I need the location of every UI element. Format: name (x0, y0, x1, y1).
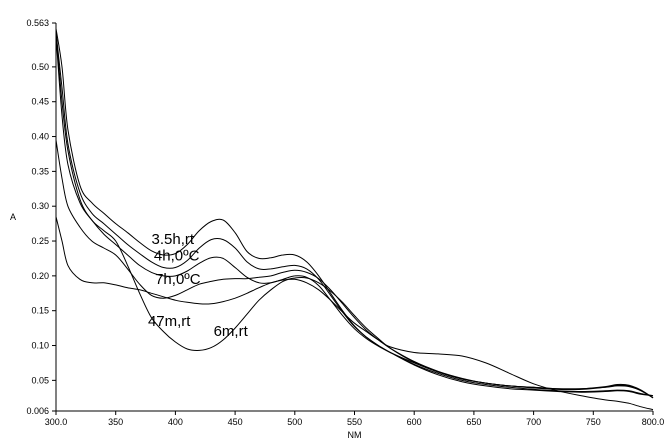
spectrum-line-5 (55, 32, 654, 399)
axes (55, 23, 653, 412)
y-tick-label: 0.20 (31, 271, 49, 281)
y-axis-title: A (10, 212, 16, 222)
x-tick-label: 500 (287, 417, 302, 427)
y-tick-label: 0.05 (31, 375, 49, 385)
x-tick-label: 550 (347, 417, 362, 427)
x-tick-label: 450 (228, 417, 243, 427)
y-tick-label: 0.40 (31, 132, 49, 142)
y-tick-label: 0.006 (26, 406, 49, 416)
y-tick-label: 0.563 (26, 18, 49, 28)
spectrum-line-3 (55, 35, 654, 399)
x-tick-label: 600 (407, 417, 422, 427)
curve-label: 3.5h,rt (152, 231, 195, 248)
spectrum-line-2 (55, 32, 654, 397)
x-tick-label: 350 (108, 417, 123, 427)
x-axis-title: NM (348, 430, 362, 440)
y-tick-label: 0.30 (31, 201, 49, 211)
curve-label: 47m,rt (148, 313, 191, 330)
y-tick-label: 0.35 (31, 166, 49, 176)
curve-label: 6m,rt (214, 323, 249, 340)
curve-label: 7h,0ºC (155, 271, 201, 288)
x-tick-label: 300.0 (45, 417, 68, 427)
x-tick-label: 750 (586, 417, 601, 427)
y-tick-label: 0.15 (31, 306, 49, 316)
y-tick-label: 0.25 (31, 236, 49, 246)
y-tick-label: 0.10 (31, 341, 49, 351)
y-tick-label: 0.45 (31, 97, 49, 107)
y-axis-ticks: 0.006 0.05 0.10 0.15 0.20 0.25 0.30 0.35 0.40 0.4… (26, 18, 56, 416)
x-tick-label: 700 (526, 417, 541, 427)
curve-label: 4h,0ºC (154, 248, 200, 265)
spectrum-line-6 (55, 216, 654, 411)
x-tick-label: 650 (466, 417, 481, 427)
x-tick-label: 800.0 (642, 417, 665, 427)
spectrum-line-1 (55, 28, 654, 397)
spectrum-series (55, 28, 654, 411)
x-axis-ticks: 300.0 350 400 450 500 550 600 650 700 750 800.0 (45, 411, 665, 427)
y-tick-label: 0.50 (31, 62, 49, 72)
x-tick-label: 400 (168, 417, 183, 427)
